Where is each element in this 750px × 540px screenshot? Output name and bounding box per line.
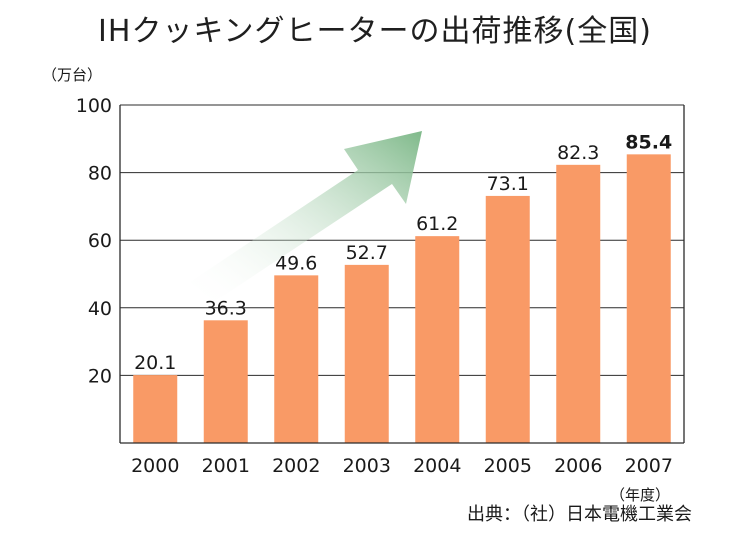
bar-2007: [626, 154, 671, 443]
x-tick-label: 2007: [625, 455, 673, 477]
x-tick-label: 2001: [202, 455, 250, 477]
source-note: 出典：（社）日本電機工業会: [467, 504, 692, 525]
y-tick-label: 100: [76, 95, 112, 117]
bar-2002: [274, 275, 319, 443]
x-tick-label: 2005: [484, 455, 532, 477]
bar-2001: [203, 320, 248, 443]
value-label-2007: 85.4: [625, 131, 672, 153]
value-label-2005: 73.1: [487, 173, 529, 195]
value-label-2002: 49.6: [275, 252, 317, 274]
y-axis-ticks: 20 40 60 80 100: [76, 95, 112, 387]
chart-title: IHクッキングヒーターの出荷推移(全国): [98, 14, 652, 49]
bar-2003: [344, 264, 389, 443]
x-tick-label: 2006: [554, 455, 602, 477]
value-label-2001: 36.3: [205, 297, 247, 319]
x-axis-unit: （年度）: [610, 486, 670, 504]
value-label-2000: 20.1: [134, 352, 176, 374]
x-axis-ticks: 2000 2001 2002 2003 2004 2005 2006 2007: [131, 455, 673, 477]
y-tick-label: 80: [88, 163, 112, 185]
bar-2000: [133, 375, 178, 443]
x-tick-label: 2002: [272, 455, 320, 477]
value-labels: 20.1 36.3 49.6 52.7 61.2 73.1 82.3 85.4: [134, 131, 672, 374]
trend-arrow-icon: [190, 131, 422, 302]
value-label-2004: 61.2: [416, 213, 458, 235]
y-tick-label: 20: [88, 365, 112, 387]
bars: [133, 154, 671, 444]
y-tick-label: 40: [88, 298, 112, 320]
value-label-2006: 82.3: [557, 142, 599, 164]
x-tick-label: 2000: [131, 455, 179, 477]
x-tick-label: 2003: [343, 455, 391, 477]
x-tick-label: 2004: [413, 455, 461, 477]
value-label-2003: 52.7: [346, 242, 388, 264]
y-axis-unit: （万台）: [42, 66, 102, 84]
bar-2004: [415, 236, 460, 443]
bar-2005: [485, 195, 530, 443]
y-tick-label: 60: [88, 230, 112, 252]
bar-2006: [556, 164, 601, 444]
